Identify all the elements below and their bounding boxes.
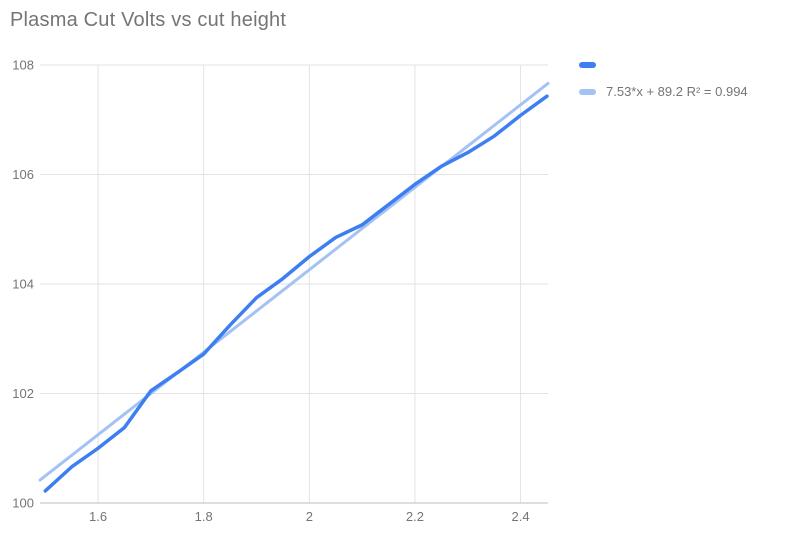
trendline-swatch (579, 88, 596, 95)
legend: 7.53*x + 89.2 R² = 0.994 (579, 58, 748, 99)
trend-line (38, 81, 550, 482)
y-tick-label: 108 (12, 58, 34, 73)
y-tick-label: 104 (12, 277, 34, 292)
y-tick-label: 102 (12, 386, 34, 401)
y-tick-label: 100 (12, 496, 34, 511)
y-tick-label: 106 (12, 167, 34, 182)
legend-item-series (579, 58, 748, 71)
series-line (43, 94, 549, 493)
x-tick-label: 1.8 (195, 509, 213, 524)
legend-item-trendline: 7.53*x + 89.2 R² = 0.994 (579, 84, 748, 99)
series-swatch (579, 61, 596, 68)
trendline-label: 7.53*x + 89.2 R² = 0.994 (606, 84, 748, 99)
x-tick-label: 2.4 (512, 509, 530, 524)
x-tick-label: 2 (306, 509, 313, 524)
chart-title: Plasma Cut Volts vs cut height (10, 9, 287, 31)
x-tick-label: 1.6 (89, 509, 107, 524)
x-tick-label: 2.2 (406, 509, 424, 524)
